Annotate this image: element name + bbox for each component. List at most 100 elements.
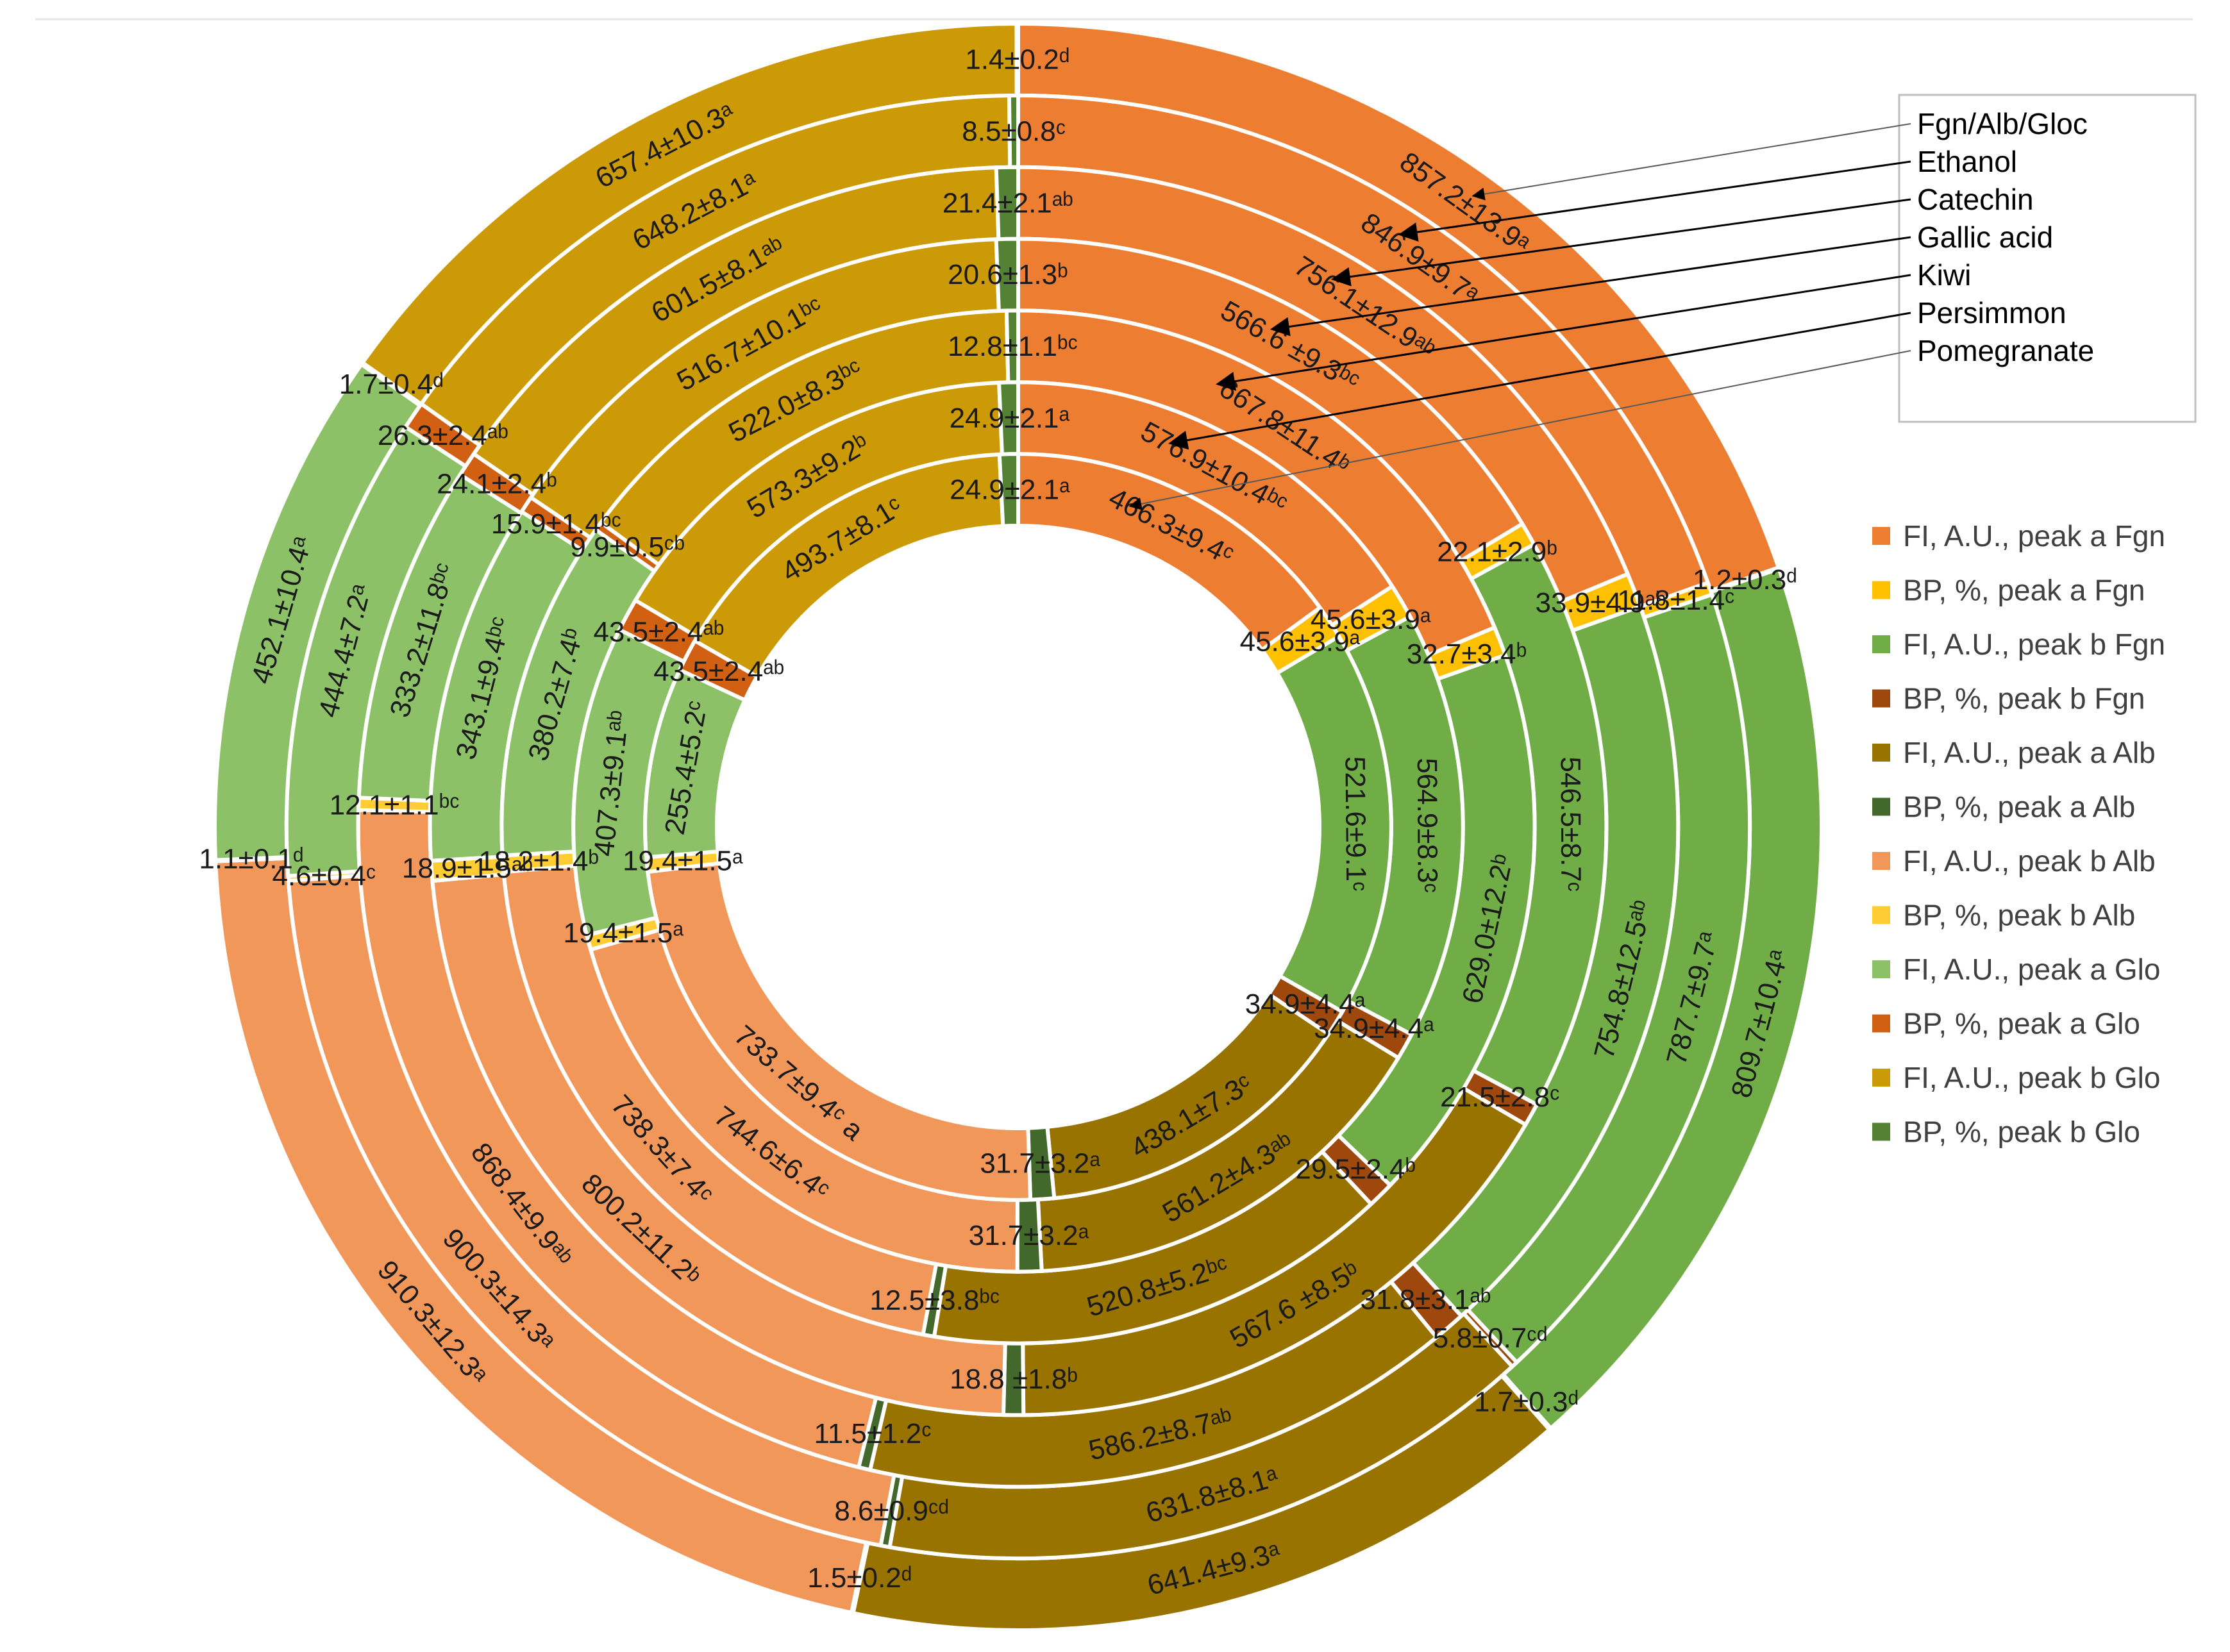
label-fgn-alb-gloc-bp-peak-b-alb: 1.1±0.1ᵈ bbox=[199, 844, 303, 875]
ring-legend-item-ethanol: Ethanol bbox=[1917, 145, 2017, 178]
legend-swatch bbox=[1872, 635, 1890, 653]
arrow-gallic-acid bbox=[1270, 236, 1911, 337]
label-gallic-acid-fi-a-u-peak-b-fgn: 546.5±8.7ᶜ bbox=[1554, 756, 1586, 892]
arrow-persimmon bbox=[1168, 312, 1911, 450]
label-persimmon-bp-peak-a-fgn: 45.6±3.9ᵃ bbox=[1311, 604, 1431, 635]
legend-swatch bbox=[1872, 527, 1890, 545]
label-catechin-bp-peak-b-glo: 21.4±2.1ᵃᵇ bbox=[943, 187, 1073, 219]
legend-entry-fi-a-u-peak-a-alb: FI, A.U., peak a Alb bbox=[1872, 736, 2156, 769]
label-catechin-bp-peak-a-glo: 24.1±2.4ᵇ bbox=[437, 468, 557, 499]
ring-legend-item-gallic-acid: Gallic acid bbox=[1917, 221, 2053, 254]
ring-legend-arrows bbox=[1128, 123, 1911, 510]
ring-ethanol bbox=[284, 93, 1752, 1561]
legend-label: BP, %, peak b Glo bbox=[1903, 1115, 2140, 1149]
label-gallic-acid-bp-peak-a-fgn: 22.1±2.9ᵇ bbox=[1437, 536, 1557, 567]
label-fgn-alb-gloc-bp-peak-a-fgn: 1.2±0.3ᵈ bbox=[1693, 564, 1797, 596]
label-persimmon-bp-peak-a-alb: 31.7±3.2ᵃ bbox=[969, 1220, 1089, 1251]
legend-entry-bp-peak-b-fgn: BP, %, peak b Fgn bbox=[1872, 682, 2145, 715]
ring-legend-item-kiwi: Kiwi bbox=[1917, 258, 1971, 292]
label-persimmon-bp-peak-b-alb: 19.4±1.5ᵃ bbox=[563, 917, 683, 949]
legend-swatch bbox=[1872, 1069, 1890, 1087]
label-gallic-acid-bp-peak-b-fgn: 21.5±2.8ᶜ bbox=[1440, 1081, 1560, 1113]
legend-label: BP, %, peak b Alb bbox=[1903, 899, 2135, 932]
legend-label: BP, %, peak b Fgn bbox=[1903, 682, 2145, 715]
label-gallic-acid-bp-peak-b-glo: 20.6±1.3ᵇ bbox=[948, 259, 1068, 290]
legend-swatch bbox=[1872, 852, 1890, 870]
ring-pomegranate bbox=[643, 452, 1393, 1202]
legend-label: BP, %, peak a Glo bbox=[1903, 1007, 2140, 1040]
ring-legend-item-fgn-alb-gloc: Fgn/Alb/Gloc bbox=[1917, 107, 2088, 140]
label-ethanol-bp-peak-b-fgn: 5.8±0.7ᶜᵈ bbox=[1433, 1322, 1548, 1354]
ring-legend-item-pomegranate: Pomegranate bbox=[1917, 334, 2094, 367]
label-gallic-acid-bp-peak-a-glo: 15.9±1.4ᵇᶜ bbox=[491, 508, 621, 540]
label-catechin-bp-peak-a-alb: 11.5±1.2ᶜ bbox=[814, 1418, 932, 1449]
label-fgn-alb-gloc-bp-peak-b-fgn: 1.7±0.3ᵈ bbox=[1474, 1387, 1579, 1418]
label-pomegranate-bp-peak-b-glo: 24.9±2.1ᵃ bbox=[950, 474, 1070, 506]
label-kiwi-bp-peak-a-glo: 9.9±0.5ᶜᵇ bbox=[570, 531, 685, 563]
legend-swatch bbox=[1872, 689, 1890, 708]
label-catechin-bp-peak-b-alb: 12.1±1.1ᵇᶜ bbox=[330, 789, 460, 821]
ring-gallic-acid bbox=[428, 237, 1609, 1417]
legend-label: FI, A.U., peak a Fgn bbox=[1903, 519, 2165, 553]
ring-legend-item-persimmon: Persimmon bbox=[1917, 296, 2067, 330]
arrow-kiwi bbox=[1216, 274, 1911, 391]
legend-label: FI, A.U., peak b Alb bbox=[1903, 844, 2156, 878]
label-kiwi-bp-peak-b-fgn: 29.5±2.4ᵇ bbox=[1295, 1153, 1416, 1185]
label-pomegranate-bp-peak-a-fgn: 45.6±3.9ᵃ bbox=[1240, 626, 1361, 657]
label-ethanol-bp-peak-a-fgn: 11.8±1.4ᶜ bbox=[1617, 585, 1734, 616]
label-persimmon-bp-peak-a-glo: 43.5±2.4ᵃᵇ bbox=[593, 616, 724, 647]
slice-pomegranate-bp-peak-b-glo bbox=[997, 452, 1020, 528]
label-ethanol-bp-peak-a-alb: 8.6±0.9ᶜᵈ bbox=[834, 1496, 949, 1527]
legend-entry-bp-peak-a-fgn: BP, %, peak a Fgn bbox=[1872, 574, 2145, 607]
ring-legend-box bbox=[1898, 94, 2197, 423]
label-ethanol-bp-peak-b-glo: 8.5±0.8ᶜ bbox=[962, 115, 1066, 147]
legend-entry-bp-peak-a-glo: BP, %, peak a Glo bbox=[1872, 1007, 2140, 1040]
label-catechin-bp-peak-a-fgn: 33.9±4.9ᵃᵇ bbox=[1536, 587, 1666, 619]
ring-persimmon bbox=[571, 380, 1465, 1274]
label-persimmon-bp-peak-b-glo: 24.9±2.1ᵃ bbox=[950, 403, 1070, 434]
legend-entry-fi-a-u-peak-a-fgn: FI, A.U., peak a Fgn bbox=[1872, 519, 2165, 553]
label-kiwi-bp-peak-a-fgn: 32.7±3.4ᵇ bbox=[1407, 638, 1527, 670]
legend-swatch bbox=[1872, 744, 1890, 762]
ring-legend-item-catechin: Catechin bbox=[1917, 183, 2034, 216]
label-kiwi-bp-peak-a-alb: 12.5±3.8ᵇᶜ bbox=[869, 1285, 1000, 1316]
donut-rings bbox=[213, 21, 1823, 1632]
legend-swatch bbox=[1872, 960, 1890, 978]
label-pomegranate-bp-peak-b-fgn: 34.9±4.4ᵃ bbox=[1245, 989, 1366, 1020]
legend-entry-fi-a-u-peak-a-glo: FI, A.U., peak a Glo bbox=[1872, 953, 2160, 986]
label-catechin-bp-peak-b-fgn: 31.8±3.1ᵃᵇ bbox=[1360, 1284, 1491, 1315]
ring-legend: Fgn/Alb/Gloc Ethanol Catechin Gallic acid Ki… bbox=[1898, 94, 2197, 423]
label-gallic-acid-bp-peak-b-alb: 18.9±1.5ᵃᵇ bbox=[402, 853, 533, 884]
legend-label: FI, A.U., peak b Fgn bbox=[1903, 628, 2165, 661]
label-kiwi-bp-peak-b-alb: 18.2±1.4ᵇ bbox=[478, 846, 599, 877]
label-fgn-alb-gloc-bp-peak-b-glo: 1.4±0.2ᵈ bbox=[965, 44, 1069, 75]
ring-catechin bbox=[356, 165, 1681, 1489]
legend-entry-fi-a-u-peak-b-alb: FI, A.U., peak b Alb bbox=[1872, 844, 2156, 878]
label-fgn-alb-gloc-bp-peak-a-glo: 1.7±0.4ᵈ bbox=[339, 369, 444, 400]
legend-swatch bbox=[1872, 1122, 1890, 1141]
legend-swatch bbox=[1872, 581, 1890, 599]
label-persimmon-bp-peak-b-fgn: 34.9±4.4ᵃ bbox=[1314, 1013, 1434, 1044]
legend-entry-bp-peak-a-alb: BP, %, peak a Alb bbox=[1872, 790, 2135, 824]
legend-swatch bbox=[1872, 906, 1890, 924]
legend-entry-fi-a-u-peak-b-glo: FI, A.U., peak b Glo bbox=[1872, 1061, 2160, 1094]
label-fgn-alb-gloc-bp-peak-a-alb: 1.5±0.2ᵈ bbox=[807, 1562, 912, 1594]
arrow-pomegranate bbox=[1128, 350, 1911, 510]
legend-swatch bbox=[1872, 1014, 1890, 1033]
legend-label: FI, A.U., peak a Glo bbox=[1903, 953, 2160, 986]
legend-label: FI, A.U., peak a Alb bbox=[1903, 736, 2156, 769]
arrow-ethanol bbox=[1398, 160, 1911, 242]
arrow-fgn-alb-gloc bbox=[1471, 123, 1911, 201]
label-gallic-acid-bp-peak-a-alb: 18.8 ±1.8ᵇ bbox=[950, 1364, 1078, 1395]
legend-entry-bp-peak-b-alb: BP, %, peak b Alb bbox=[1872, 899, 2135, 932]
legend-label: BP, %, peak a Fgn bbox=[1903, 574, 2145, 607]
legend-label: BP, %, peak a Alb bbox=[1903, 790, 2135, 824]
label-kiwi-bp-peak-b-glo: 12.8±1.1ᵇᶜ bbox=[948, 331, 1078, 362]
legend-label: FI, A.U., peak b Glo bbox=[1903, 1061, 2160, 1094]
label-pomegranate-fi-a-u-peak-b-fgn: 521.6±9.1ᶜ bbox=[1339, 756, 1371, 891]
legend-entry-bp-peak-b-glo: BP, %, peak b Glo bbox=[1872, 1115, 2140, 1149]
label-persimmon-fi-a-u-peak-b-fgn: 564.9±8.3ᶜ bbox=[1411, 758, 1443, 893]
arrow-catechin bbox=[1330, 198, 1911, 287]
label-ethanol-bp-peak-a-glo: 26.3±2.4ᵃᵇ bbox=[378, 420, 508, 451]
